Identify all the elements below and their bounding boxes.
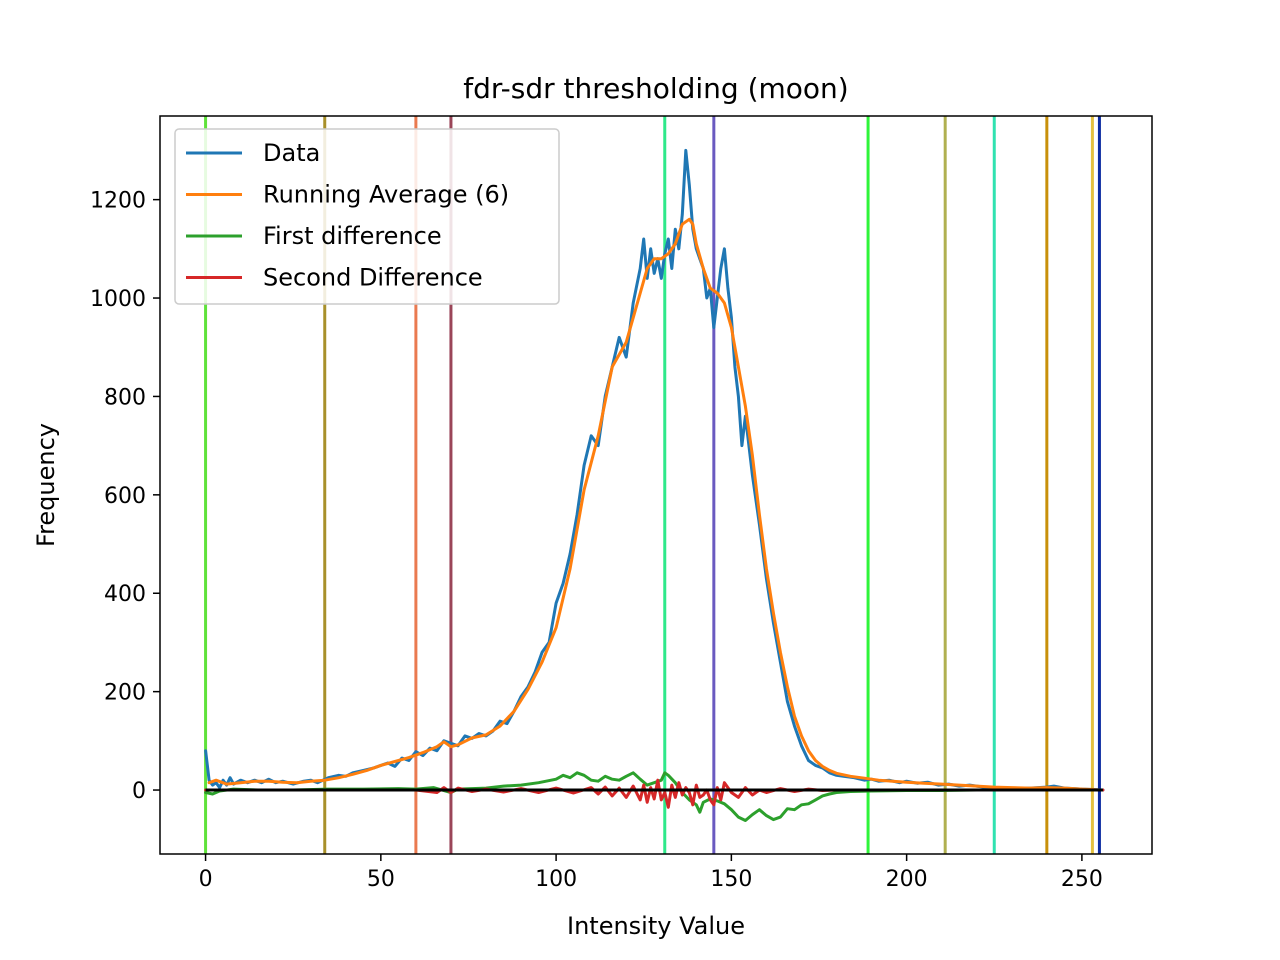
x-tick-label-0: 0 [199,867,213,892]
y-tick-label-2: 400 [104,582,146,607]
series-layer [204,148,1105,822]
legend-label-1: Running Average (6) [263,181,509,209]
y-axis-ticks: 0 200 400 600 800 1000 1200 [90,189,160,804]
legend-label-0: Data [263,139,320,167]
y-tick-label-4: 800 [104,385,146,410]
legend: Data Running Average (6) First difference S… [174,128,560,305]
x-tick-label-3: 150 [710,867,752,892]
legend-box [174,128,560,305]
x-axis-ticks: 0 50 100 150 200 250 [199,854,1103,892]
y-tick-label-6: 1200 [90,189,146,214]
legend-label-3: Second Difference [263,264,483,292]
series-line-1 [207,217,1101,792]
x-tick-label-5: 250 [1061,867,1103,892]
y-tick-label-5: 1000 [90,287,146,312]
y-tick-label-0: 0 [132,779,146,804]
y-tick-label-1: 200 [104,681,146,706]
plot-frame [159,115,1153,855]
y-axis-label: Frequency [32,423,60,547]
legend-label-2: First difference [263,222,442,250]
chart-title: fdr-sdr thresholding (moon) [463,72,848,105]
y-tick-label-3: 600 [104,484,146,509]
x-tick-label-2: 100 [535,867,577,892]
x-tick-label-4: 200 [886,867,928,892]
x-tick-label-1: 50 [367,867,395,892]
x-axis-label: Intensity Value [567,912,745,940]
